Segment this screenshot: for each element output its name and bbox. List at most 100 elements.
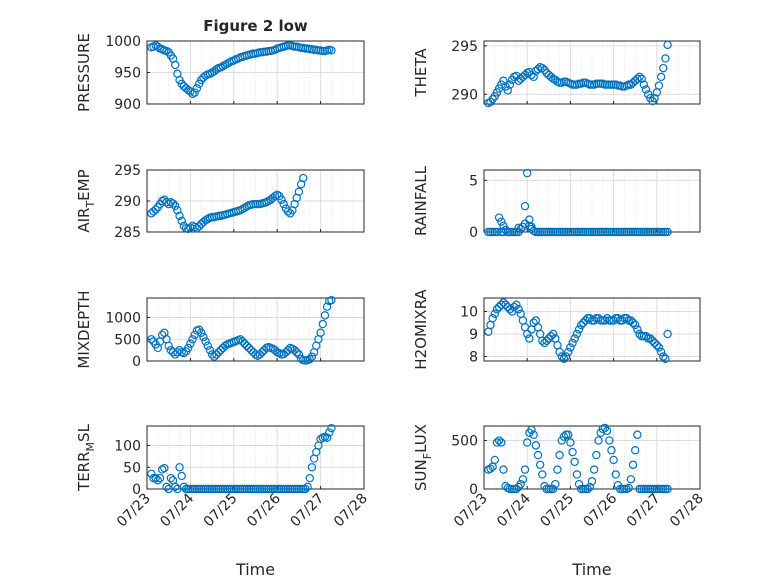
data-point <box>320 311 330 320</box>
data-point <box>186 484 195 494</box>
data-point <box>281 484 291 494</box>
y-axis-label: H2OMIXRA <box>412 289 430 370</box>
data-point <box>529 72 538 82</box>
data-point <box>497 438 506 447</box>
data-point <box>251 199 260 209</box>
data-point <box>199 332 208 342</box>
data-point <box>212 484 221 494</box>
y-axis-label: SUNFLUX <box>412 424 434 491</box>
data-point <box>327 423 336 433</box>
x-tick-label: 07/25 <box>537 491 577 531</box>
data-point <box>540 338 549 348</box>
data-point <box>190 484 199 494</box>
data-point <box>299 173 308 183</box>
data-point <box>201 337 210 346</box>
data-point <box>192 224 202 233</box>
data-point <box>626 316 636 325</box>
data-point <box>555 450 564 460</box>
y-tick-label: 50 <box>123 460 141 476</box>
data-point <box>262 484 271 494</box>
data-point <box>227 484 236 494</box>
data-point <box>203 341 212 350</box>
data-point <box>296 43 306 53</box>
data-point <box>592 450 601 460</box>
data-point <box>512 484 521 494</box>
data-point <box>283 484 293 494</box>
data-point <box>210 352 219 361</box>
data-point <box>518 475 528 484</box>
data-point <box>249 199 258 209</box>
panel-rainfall: 0 5 RAINFALL <box>412 165 701 241</box>
data-point <box>283 345 293 355</box>
data-point <box>238 337 247 346</box>
data-point <box>529 430 538 439</box>
data-point <box>197 328 206 337</box>
data-point <box>173 206 182 215</box>
data-point <box>663 329 672 339</box>
data-point <box>523 168 532 178</box>
data-point <box>162 482 171 492</box>
data-point <box>292 484 301 494</box>
data-point <box>527 425 536 435</box>
data-point <box>654 343 664 352</box>
data-point <box>201 484 210 494</box>
data-point <box>551 479 560 489</box>
data-point <box>220 484 230 494</box>
axes-box <box>483 425 701 490</box>
data-point <box>199 484 208 494</box>
data-point <box>505 80 515 89</box>
data-point <box>516 479 525 489</box>
data-point <box>166 473 176 483</box>
data-point <box>486 464 495 473</box>
data-point <box>179 348 189 358</box>
y-tick-label: 0 <box>469 225 478 241</box>
data-point <box>192 84 202 93</box>
data-point <box>512 300 521 309</box>
data-point <box>216 484 225 494</box>
data-point <box>246 484 256 494</box>
x-tick-label: 07/28 <box>331 491 371 531</box>
x-tick-label: 07/25 <box>201 491 241 531</box>
data-point <box>503 302 512 312</box>
data-point <box>197 484 206 494</box>
data-point <box>246 345 256 355</box>
data-point <box>555 347 564 357</box>
data-point <box>661 54 670 63</box>
data-point <box>231 484 241 494</box>
data-point <box>663 227 672 237</box>
data-point <box>503 86 512 95</box>
data-point <box>153 42 163 51</box>
data-point <box>214 484 223 494</box>
data-point <box>223 484 232 494</box>
data-point <box>512 71 521 81</box>
data-point <box>288 484 297 494</box>
x-tick-label: 07/26 <box>244 490 284 530</box>
y-axis-label: PRESSURE <box>75 33 93 112</box>
data-point <box>290 484 299 494</box>
data-point <box>641 85 651 94</box>
data-point <box>305 355 314 364</box>
data-point <box>177 79 186 89</box>
data-point <box>188 335 197 344</box>
data-point <box>557 352 566 361</box>
panel-air-temp: 285 290 295 AIRTEMP <box>75 163 365 241</box>
data-point <box>186 87 195 96</box>
data-point <box>497 217 506 226</box>
data-point <box>622 314 631 323</box>
data-point <box>318 319 327 329</box>
data-point <box>309 45 319 55</box>
x-tick-label: 07/26 <box>581 490 621 530</box>
data-point <box>316 328 325 337</box>
data-point <box>486 320 495 330</box>
data-point <box>266 484 275 494</box>
data-point <box>631 320 640 330</box>
data-point <box>641 332 651 341</box>
data-point <box>194 484 204 494</box>
data-point <box>659 63 668 73</box>
data-point <box>264 484 273 494</box>
data-point <box>490 455 499 465</box>
panel-pressure: 900 950 1000 PRESSURE Figure 2 low <box>75 17 365 113</box>
data-point <box>613 314 623 323</box>
data-point <box>559 432 569 441</box>
y-tick-label: 295 <box>114 163 141 179</box>
